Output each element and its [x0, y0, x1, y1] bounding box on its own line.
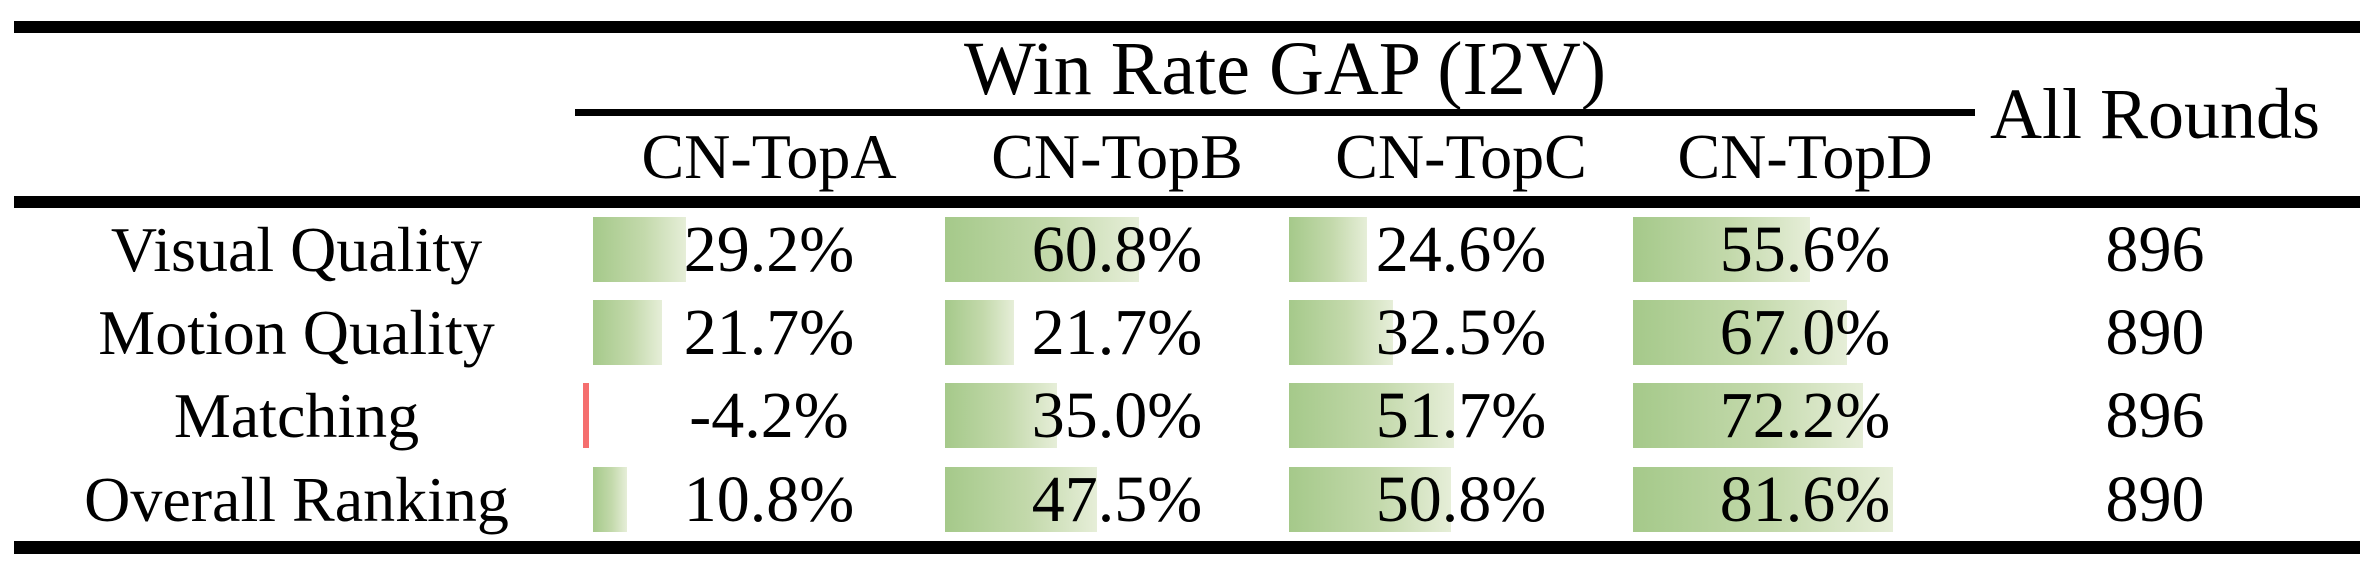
data-cell: 35.0%: [945, 374, 1289, 457]
cell-value: 55.6%: [1719, 213, 1891, 286]
cell-value: 50.8%: [1375, 463, 1547, 536]
cell-value: 72.2%: [1719, 379, 1891, 452]
cell-value: 35.0%: [1031, 379, 1203, 452]
data-bar: [945, 217, 1139, 282]
data-bar: [1289, 217, 1368, 282]
data-cell: 55.6%: [1633, 208, 1977, 291]
row-label: Visual Quality: [110, 214, 483, 285]
cell-value: 29.2%: [683, 213, 855, 286]
all-rounds-value: 896: [2105, 379, 2205, 452]
bottom-rule: [14, 541, 2360, 554]
cell-value: 51.7%: [1375, 379, 1547, 452]
header-separator-rule: [14, 196, 2360, 208]
data-bar: [945, 467, 1097, 532]
table-row-motion-quality: Motion Quality 21.7% 21.7% 32.5% 67.0% 8…: [0, 291, 2374, 374]
data-bar: [945, 383, 1057, 448]
group-header-underline-rule: [575, 109, 1975, 116]
cell-value: 10.8%: [683, 463, 855, 536]
cell-value: 81.6%: [1719, 463, 1891, 536]
data-cell: 24.6%: [1289, 208, 1633, 291]
data-cell: 72.2%: [1633, 374, 1977, 457]
data-cell: 60.8%: [945, 208, 1289, 291]
table-row-visual-quality: Visual Quality 29.2% 60.8% 24.6% 55.6% 8…: [0, 208, 2374, 291]
data-bar: [1633, 217, 1811, 282]
data-bar: [593, 300, 663, 365]
data-cell: 29.2%: [593, 208, 945, 291]
group-header-title: Win Rate GAP (I2V): [963, 27, 1607, 111]
data-bar: [1633, 300, 1847, 365]
data-cell: 10.8%: [593, 458, 945, 541]
column-header-all-rounds: All Rounds: [1989, 74, 2321, 154]
data-cell: 67.0%: [1633, 291, 1977, 374]
cell-value: 24.6%: [1375, 213, 1547, 286]
row-label: Matching: [173, 380, 420, 451]
data-bar: [1633, 383, 1864, 448]
table-row-overall-ranking: Overall Ranking 10.8% 47.5% 50.8% 81.6% …: [0, 458, 2374, 541]
data-bar: [1633, 467, 1894, 532]
column-header-cn-topa: CN-TopA: [641, 121, 897, 192]
cell-value: 21.7%: [1031, 296, 1203, 369]
cell-value: 21.7%: [683, 296, 855, 369]
data-bar: [945, 300, 1015, 365]
column-header-cn-topd: CN-TopD: [1677, 121, 1933, 192]
top-rule: [14, 21, 2360, 33]
data-cell: 32.5%: [1289, 291, 1633, 374]
cell-value: 32.5%: [1375, 296, 1547, 369]
column-header-cn-topc: CN-TopC: [1335, 121, 1587, 192]
data-cell: 21.7%: [945, 291, 1289, 374]
data-cell: 81.6%: [1633, 458, 1977, 541]
data-bar: [1289, 467, 1452, 532]
data-bar: [1289, 300, 1393, 365]
all-rounds-value: 896: [2105, 213, 2205, 286]
data-bar: [1289, 383, 1454, 448]
column-header-cn-topb: CN-TopB: [991, 121, 1243, 192]
cell-value: 47.5%: [1031, 463, 1203, 536]
data-cell: 50.8%: [1289, 458, 1633, 541]
data-cell: 51.7%: [1289, 374, 1633, 457]
data-bar-negative: [583, 383, 589, 448]
row-label: Overall Ranking: [84, 464, 509, 535]
data-bar: [593, 467, 628, 532]
data-bar: [593, 217, 687, 282]
data-cell: 21.7%: [593, 291, 945, 374]
cell-value: 60.8%: [1031, 213, 1203, 286]
row-label: Motion Quality: [98, 297, 495, 368]
cell-value: 67.0%: [1719, 296, 1891, 369]
data-cell: 47.5%: [945, 458, 1289, 541]
all-rounds-value: 890: [2105, 296, 2205, 369]
table-row-matching: Matching -4.2% 35.0% 51.7% 72.2% 896: [0, 374, 2374, 457]
data-cell: -4.2%: [583, 374, 945, 457]
cell-value: -4.2%: [689, 379, 849, 452]
all-rounds-value: 890: [2105, 463, 2205, 536]
